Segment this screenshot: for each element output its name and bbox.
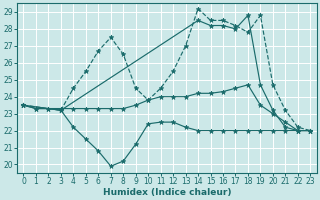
- X-axis label: Humidex (Indice chaleur): Humidex (Indice chaleur): [103, 188, 231, 197]
